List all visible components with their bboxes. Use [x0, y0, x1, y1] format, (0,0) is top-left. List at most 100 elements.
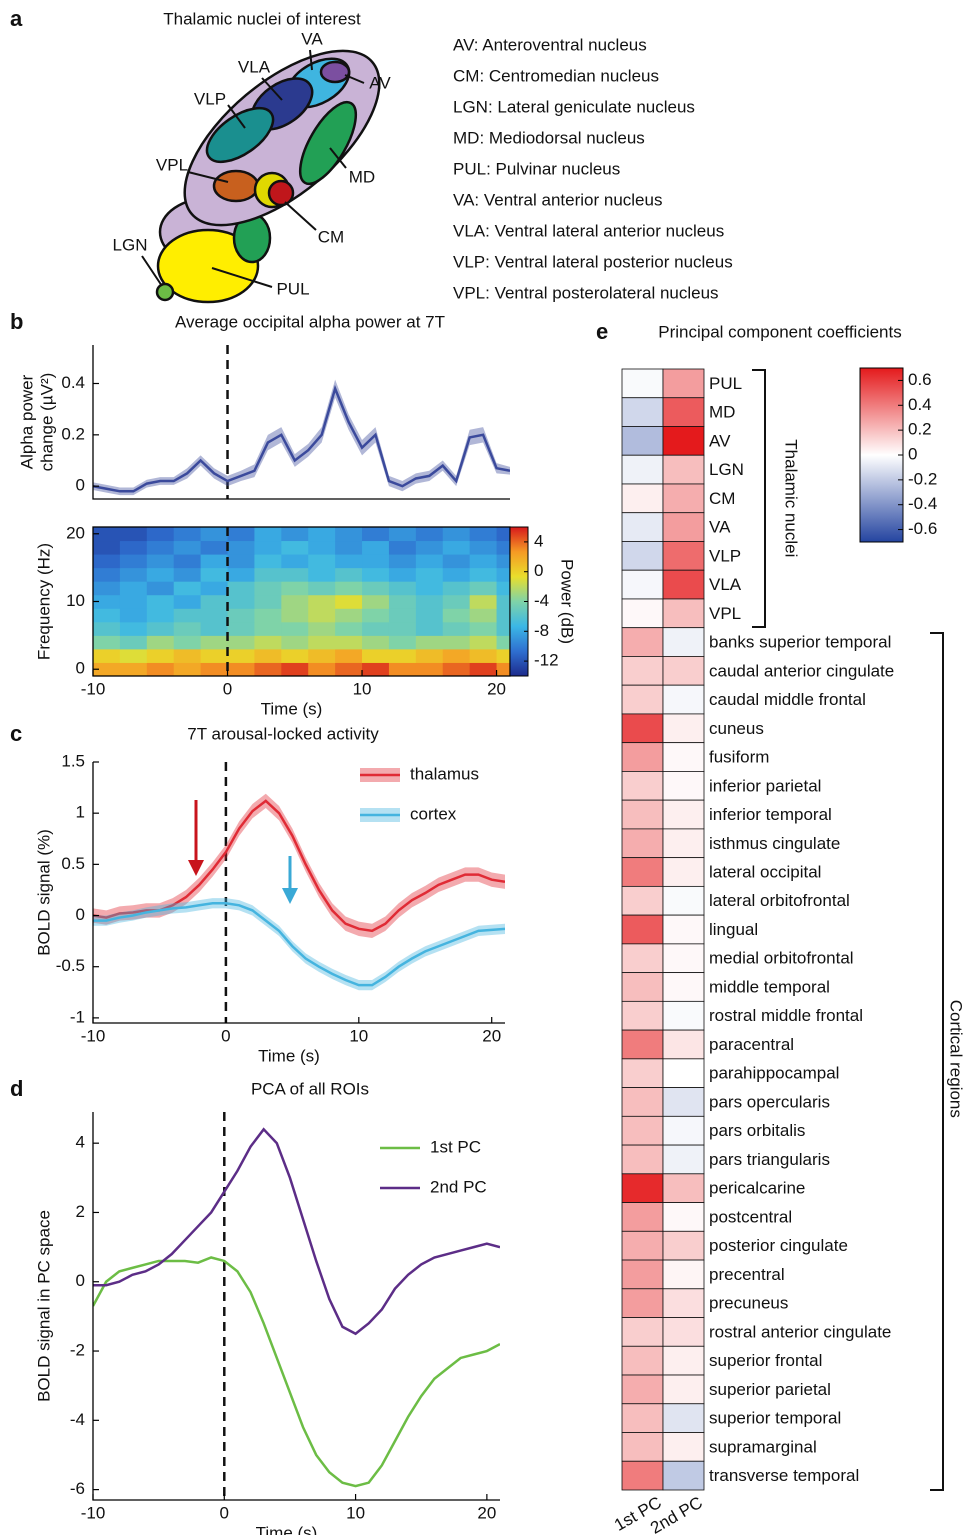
heat-cell — [173, 581, 202, 596]
row-label: supramarginal — [709, 1437, 817, 1456]
heat-cell — [335, 527, 363, 542]
heat-cell — [415, 648, 444, 663]
heat-cell — [281, 540, 309, 555]
error-band — [93, 898, 505, 991]
y-tick-label: -0.5 — [56, 956, 85, 975]
heat-cell — [415, 554, 444, 569]
heat-cell — [308, 635, 336, 650]
row-label: fusiform — [709, 748, 769, 767]
bracket — [930, 632, 944, 1491]
y-tick-label: 0.5 — [61, 854, 85, 873]
legend-text: PUL: Pulvinar nucleus — [453, 159, 620, 178]
heat-cell — [119, 527, 148, 542]
heat-cell — [308, 594, 336, 609]
coef-cell — [621, 368, 664, 399]
row-label: medial orbitofrontal — [709, 949, 854, 968]
heat-cell — [362, 608, 390, 623]
x-tick-label: -10 — [81, 679, 106, 698]
heat-cell — [93, 554, 121, 569]
y-tick-label: -2 — [70, 1341, 85, 1360]
coef-cell — [662, 512, 705, 542]
heat-cell — [200, 621, 229, 636]
heat-cell — [227, 567, 255, 582]
heat-cell — [227, 540, 255, 555]
heat-cell — [254, 594, 282, 609]
heat-cell — [93, 608, 121, 623]
heat-cell — [254, 567, 282, 582]
heat-cell — [119, 581, 148, 596]
coef-cell — [662, 1317, 705, 1347]
row-label: pars opercularis — [709, 1092, 830, 1111]
nucleus-label: MD — [349, 167, 375, 186]
coef-cell — [621, 1345, 664, 1376]
x-tick-label: 10 — [349, 1026, 368, 1045]
x-axis-label: Time (s) — [258, 1046, 320, 1065]
panel-label: e — [596, 319, 608, 344]
coef-cell — [662, 598, 705, 629]
coef-cell — [621, 627, 664, 657]
heat-cell — [388, 554, 417, 569]
coef-cell — [621, 684, 664, 715]
heat-cell — [308, 540, 336, 555]
heat-cell — [146, 662, 175, 677]
coef-cell — [662, 1288, 705, 1318]
error-band — [93, 793, 505, 939]
y-tick-label: 2 — [76, 1202, 85, 1221]
x-tick-label: 10 — [353, 679, 372, 698]
coef-cell — [621, 972, 664, 1002]
y-tick-label: 10 — [66, 591, 85, 610]
row-label: inferior parietal — [709, 776, 821, 795]
heat-cell — [200, 662, 229, 677]
heat-cell — [308, 554, 336, 569]
coef-cell — [662, 943, 705, 974]
row-label: precuneus — [709, 1294, 788, 1313]
heat-cell — [362, 527, 390, 542]
heat-cell — [308, 567, 336, 582]
heat-cell — [496, 594, 511, 609]
heat-cell — [308, 621, 336, 636]
y-tick-label: 20 — [66, 523, 85, 542]
legend-label: cortex — [410, 804, 457, 823]
heat-cell — [93, 527, 121, 542]
heat-cell — [469, 594, 498, 609]
group-label: Cortical regions — [947, 1000, 966, 1118]
heat-cell — [173, 554, 202, 569]
coef-cell — [621, 742, 664, 772]
coef-cell — [662, 541, 705, 571]
heat-cell — [442, 567, 471, 582]
heat-cell — [173, 567, 202, 582]
heat-cell — [362, 648, 390, 663]
row-label: inferior temporal — [709, 805, 832, 824]
row-label: LGN — [709, 460, 744, 479]
heat-cell — [200, 581, 229, 596]
md-shape — [298, 100, 358, 186]
y-tick-label: 1 — [76, 803, 85, 822]
leader-lines — [141, 49, 365, 288]
heat-cell — [415, 635, 444, 650]
coef-cell — [621, 656, 664, 686]
nucleus-label: VPL — [156, 155, 188, 174]
heat-cell — [469, 635, 498, 650]
heat-cell — [335, 581, 363, 596]
heat-cell — [496, 635, 511, 650]
y-axis-label: change (µV²) — [37, 373, 56, 472]
heat-cell — [227, 594, 255, 609]
row-label: VA — [709, 518, 731, 537]
coef-cell — [662, 972, 705, 1002]
error-band — [93, 379, 510, 496]
heat-cell — [469, 554, 498, 569]
heat-cell — [335, 540, 363, 555]
heat-cell — [388, 621, 417, 636]
heat-cell — [281, 567, 309, 582]
heat-cell — [496, 527, 511, 542]
coef-cell — [621, 1173, 664, 1203]
x-tick-label: 0 — [221, 1026, 230, 1045]
heat-cell — [496, 648, 511, 663]
heat-cell — [200, 567, 229, 582]
colorbar-tick-label: -8 — [534, 621, 549, 640]
row-label: VPL — [709, 604, 741, 623]
row-label: middle temporal — [709, 977, 830, 996]
heat-cell — [93, 594, 121, 609]
lgn-shape — [155, 282, 175, 302]
